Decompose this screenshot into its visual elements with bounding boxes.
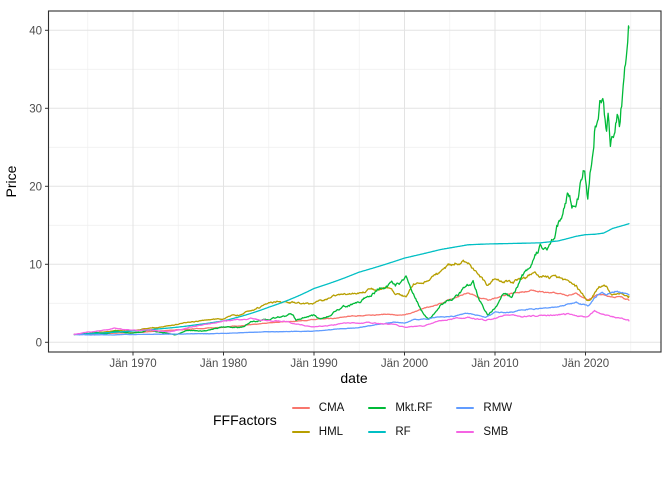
legend-key-line bbox=[368, 406, 387, 410]
x-tick-label: Jän 1970 bbox=[109, 358, 156, 370]
legend-key-line bbox=[291, 430, 310, 434]
y-tick-label: 30 bbox=[29, 103, 42, 115]
panel-border bbox=[47, 10, 662, 353]
series-line-rmw bbox=[73, 290, 630, 336]
series-line-mkt-rf bbox=[73, 25, 630, 336]
legend-key-line bbox=[291, 406, 310, 410]
legend-key-line bbox=[368, 430, 387, 434]
legend-item-rmw: RMW bbox=[456, 402, 512, 414]
legend-item-mkt-rf: Mkt.RF bbox=[368, 402, 432, 414]
legend-item-hml: HML bbox=[291, 426, 345, 438]
legend-label: RF bbox=[395, 426, 411, 438]
legend-item-rf: RF bbox=[368, 426, 432, 438]
legend-label: HML bbox=[318, 426, 344, 438]
y-tick-label: 20 bbox=[29, 181, 42, 193]
series-line-hml bbox=[73, 259, 630, 336]
series-line-smb bbox=[73, 309, 630, 336]
axis-tick-labels: Jän 1970 Jän 1980 Jän 1990 Jän 2000 Jän 2010… bbox=[29, 25, 609, 370]
series-line-cma bbox=[73, 289, 630, 336]
gridlines bbox=[48, 11, 661, 352]
legend-label: SMB bbox=[483, 426, 509, 438]
legend-item-smb: SMB bbox=[456, 426, 512, 438]
legend-title: FFFactors bbox=[213, 412, 277, 428]
legend-label: Mkt.RF bbox=[395, 402, 433, 414]
y-tick-label: 40 bbox=[29, 25, 42, 37]
x-axis-title: date bbox=[340, 370, 367, 386]
legend-key-line bbox=[456, 406, 475, 410]
legend: FFFactors CMA HML Mkt.RF RF RMW SMB bbox=[213, 402, 672, 438]
series-lines bbox=[73, 25, 630, 336]
x-tick-label: Jän 2010 bbox=[471, 358, 518, 370]
axis-ticks bbox=[45, 29, 586, 356]
series-line-rf bbox=[73, 223, 630, 336]
x-tick-label: Jän 1990 bbox=[290, 358, 337, 370]
legend-item-cma: CMA bbox=[291, 402, 345, 414]
x-tick-label: Jän 2000 bbox=[381, 358, 428, 370]
panel-background bbox=[48, 11, 661, 352]
y-axis-title: Price bbox=[3, 165, 19, 197]
y-tick-label: 0 bbox=[36, 337, 42, 349]
legend-label: CMA bbox=[318, 402, 345, 414]
y-tick-label: 10 bbox=[29, 259, 42, 271]
x-tick-label: Jän 2020 bbox=[562, 358, 609, 370]
legend-label: RMW bbox=[483, 402, 513, 414]
legend-key-line bbox=[456, 430, 475, 434]
legend-entries: CMA HML Mkt.RF RF RMW SMB bbox=[291, 402, 512, 438]
plot-area: Jän 1970 Jän 1980 Jän 1990 Jän 2000 Jän 2010… bbox=[3, 10, 662, 386]
x-tick-label: Jän 1980 bbox=[200, 358, 247, 370]
